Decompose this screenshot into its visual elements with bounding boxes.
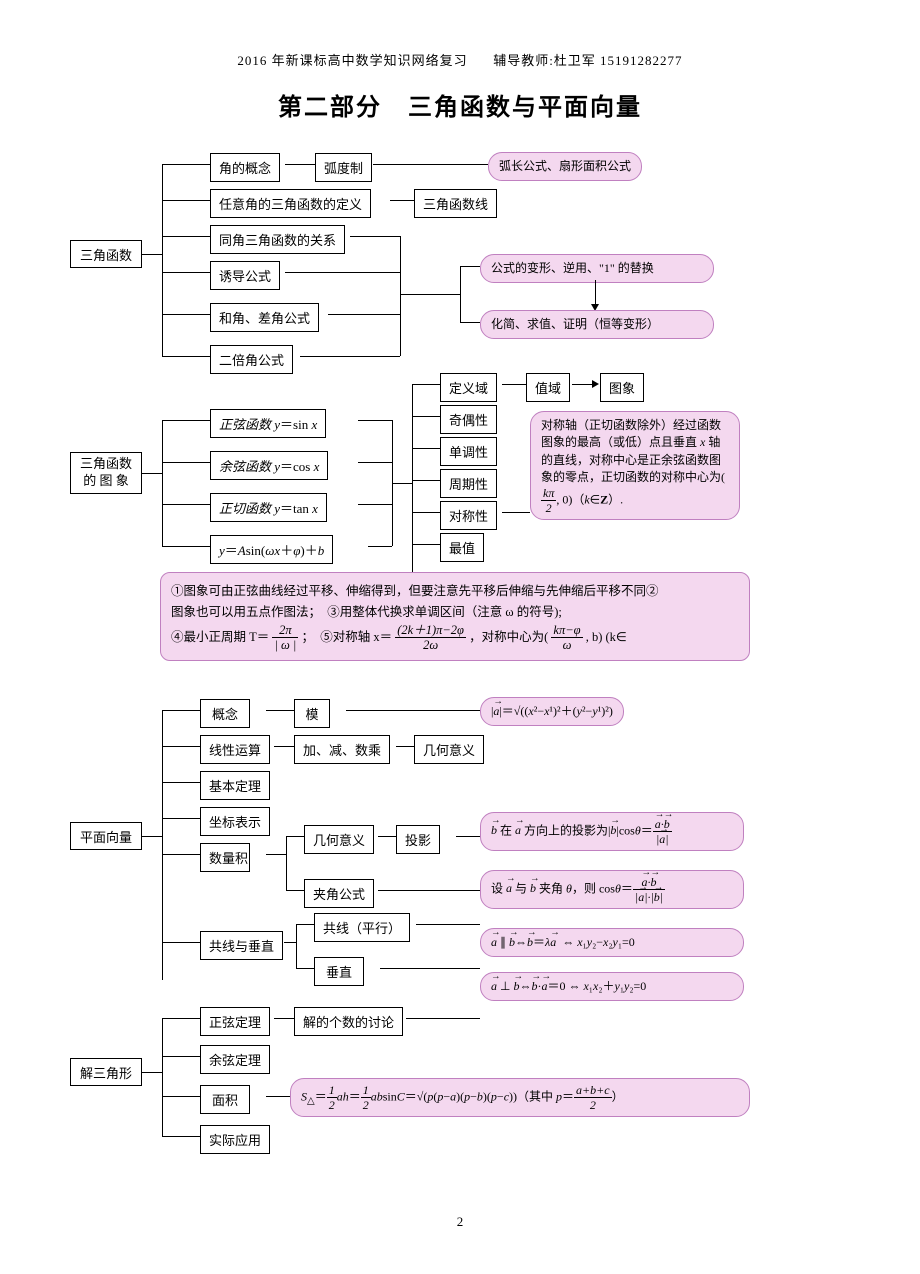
pill-transform: 公式的变形、逆用、"1" 的替换: [480, 254, 714, 283]
node-angle-concept: 角的概念: [210, 153, 280, 182]
node-sum-diff: 和角、差角公式: [210, 303, 319, 332]
pill-symmetry-note: 对称轴（正切函数除外）经过函数图象的最高（或低）点且垂直 x 轴的直线，对称中心…: [530, 411, 740, 520]
bigpill-line3c: ，对称中心为(: [469, 629, 548, 643]
root-trig: 三角函数: [70, 240, 142, 268]
bigpill-line2: 图象也可以用五点作图法； ③用整体代换求单调区间（注意 ω 的符号);: [171, 605, 562, 619]
pill-area-formula: S△＝12ah＝12absinC＝√(p(p−a)(p−b)(p−c))（其中 …: [290, 1078, 750, 1117]
node-graph: 图象: [600, 373, 644, 402]
node-sin: 正弦函数 y＝sin x: [210, 409, 326, 438]
page-number: 2: [0, 1214, 920, 1230]
node-area: 面积: [200, 1085, 250, 1114]
node-domain: 定义域: [440, 373, 497, 402]
node-same-angle: 同角三角函数的关系: [210, 225, 345, 254]
root-vector: 平面向量: [70, 822, 142, 850]
pill-projection: b 在 a 方向上的投影为|b|cosθ＝a·b|a|: [480, 812, 744, 851]
node-num-solutions: 解的个数的讨论: [294, 1007, 403, 1036]
node-perp: 垂直: [314, 957, 364, 986]
node-tan: 正切函数 y＝tan x: [210, 493, 327, 522]
pill-angle: 设 a 与 b 夹角 θ，则 cosθ＝a·b|a|·|b|: [480, 870, 744, 909]
pill-arc-formula: 弧长公式、扇形面积公式: [488, 152, 642, 181]
node-concept: 概念: [200, 699, 250, 728]
bigpill-line1: ①图象可由正弦曲线经过平移、伸缩得到，但要注意先平移后伸缩与先伸缩后平移不同②: [171, 584, 659, 598]
node-trig-line: 三角函数线: [414, 189, 497, 218]
bigpill-graph-notes: ①图象可由正弦曲线经过平移、伸缩得到，但要注意先平移后伸缩与先伸缩后平移不同② …: [160, 572, 750, 661]
node-asin: y＝Asin(ωx＋φ)＋b: [210, 535, 333, 564]
page-title: 第二部分 三角函数与平面向量: [70, 87, 850, 122]
node-range: 值域: [526, 373, 570, 402]
node-modulus: 模: [294, 699, 330, 728]
node-dot-product: 数量积: [200, 843, 250, 872]
header-right: 辅导教师:杜卫军 15191282277: [493, 53, 682, 68]
diagram-area: 三角函数 角的概念 弧度制 弧长公式、扇形面积公式 任意角的三角函数的定义 三角…: [70, 152, 850, 1202]
bigpill-line3a: ④最小正周期 T＝: [171, 629, 269, 643]
node-cos: 余弦函数 y＝cos x: [210, 451, 328, 480]
node-geo-meaning1: 几何意义: [414, 735, 484, 764]
bigpill-line3d: , b) (k∈: [586, 629, 627, 643]
node-geo-meaning2: 几何意义: [304, 825, 374, 854]
header-left: 2016 年新课标高中数学知识网络复习: [237, 53, 467, 68]
pill-parallel: a ∥ b⇔b＝λa ⇔ x₁y₂−x₂y₁=0: [480, 928, 744, 957]
pill-perp: a ⊥ b⇔b·a＝0 ⇔ x₁x₂＋y₁y₂=0: [480, 972, 744, 1001]
node-coord: 坐标表示: [200, 807, 270, 836]
node-induction: 诱导公式: [210, 261, 280, 290]
node-sine-rule: 正弦定理: [200, 1007, 270, 1036]
pill-simplify: 化简、求值、证明（恒等变形）: [480, 310, 714, 339]
node-parallel: 共线（平行）: [314, 913, 410, 942]
node-period: 周期性: [440, 469, 497, 498]
node-linear-op: 线性运算: [200, 735, 270, 764]
node-colinear-perp: 共线与垂直: [200, 931, 283, 960]
node-angle-formula: 夹角公式: [304, 879, 374, 908]
node-symmetry: 对称性: [440, 501, 497, 530]
node-cos-rule: 余弦定理: [200, 1045, 270, 1074]
node-trig-def: 任意角的三角函数的定义: [210, 189, 371, 218]
root-trig-graph: 三角函数的 图 象: [70, 452, 142, 494]
node-projection: 投影: [396, 825, 440, 854]
root-solve-tri: 解三角形: [70, 1058, 142, 1086]
node-radian: 弧度制: [315, 153, 372, 182]
node-monotone: 单调性: [440, 437, 497, 466]
node-practical: 实际应用: [200, 1125, 270, 1154]
node-parity: 奇偶性: [440, 405, 497, 434]
node-double-angle: 二倍角公式: [210, 345, 293, 374]
pill-modulus: |a|＝√((x²−x¹)²＋(y²−y¹)²): [480, 697, 624, 726]
page-header: 2016 年新课标高中数学知识网络复习 辅导教师:杜卫军 15191282277: [70, 50, 850, 69]
bigpill-line3b: ； ⑤对称轴 x＝: [301, 629, 392, 643]
node-add-sub: 加、减、数乘: [294, 735, 390, 764]
node-max: 最值: [440, 533, 484, 562]
node-basic-thm: 基本定理: [200, 771, 270, 800]
